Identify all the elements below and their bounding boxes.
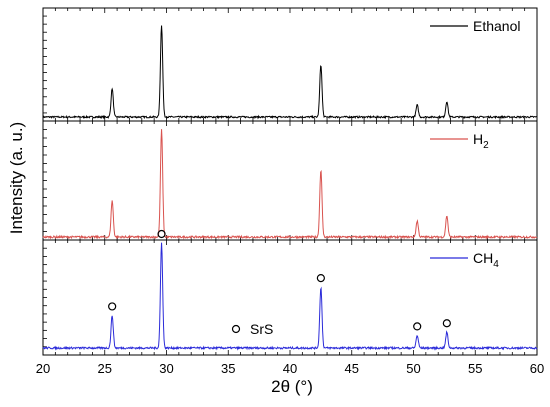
x-tick-labels: 20 25 30 35 40 45 50 55 60 (36, 361, 544, 376)
panel-frame (42, 7, 538, 122)
xrd-pattern-line (42, 242, 538, 351)
x-tick-label: 55 (468, 361, 482, 376)
panel-2: H2 (42, 120, 538, 241)
x-tick-label: 35 (221, 361, 235, 376)
srs-peak-marker (157, 229, 166, 239)
srs-peak-marker (442, 319, 451, 328)
x-tick-label: 25 (98, 361, 112, 376)
panel-frame (42, 239, 538, 356)
x-tick-label: 45 (345, 361, 359, 376)
srs-peak-marker (108, 302, 117, 311)
legend-label: Ethanol (473, 18, 520, 34)
panel-3: CH4 (42, 229, 538, 356)
panel-1: Ethanol (42, 7, 538, 122)
y-axis-title: Intensity (a. u.) (7, 122, 26, 234)
plot-panels: Ethanol H2 CH4 (42, 7, 538, 356)
legend-label: CH4 (473, 250, 499, 270)
x-axis-title: 2θ (°) (271, 377, 313, 396)
x-tick-label: 50 (406, 361, 420, 376)
srs-peak-marker (413, 322, 422, 331)
srs-marker-icon (231, 324, 241, 334)
legend: H2 (430, 131, 489, 151)
x-tick-label: 60 (530, 361, 544, 376)
srs-annotation: SrS (231, 321, 273, 337)
legend-label: H2 (473, 131, 489, 151)
srs-label: SrS (250, 321, 273, 337)
legend: CH4 (430, 250, 499, 270)
legend: Ethanol (430, 18, 520, 34)
x-tick-label: 40 (283, 361, 297, 376)
x-tick-label: 30 (159, 361, 173, 376)
xrd-pattern-line (42, 25, 538, 120)
x-tick-label: 20 (36, 361, 50, 376)
xrd-pattern-line (42, 129, 538, 240)
srs-peak-marker (316, 274, 325, 283)
